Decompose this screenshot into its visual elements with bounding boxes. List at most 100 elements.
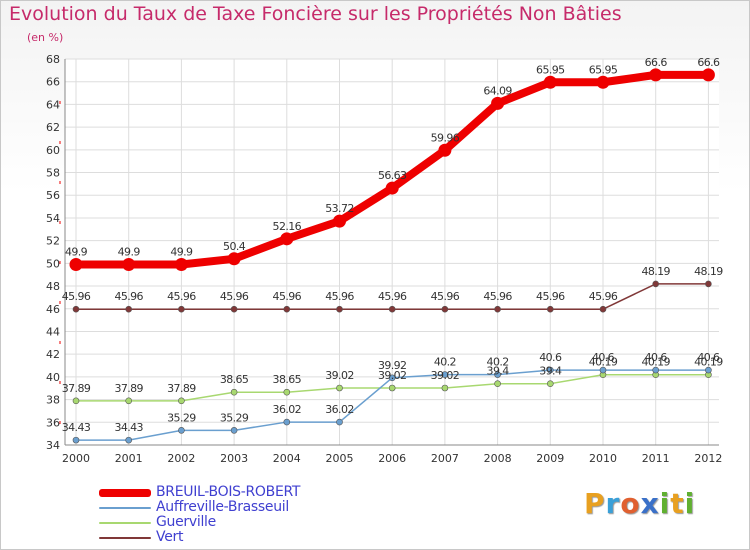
data-point [125, 305, 132, 313]
y-tick-label: 40 [46, 371, 60, 384]
data-point [546, 380, 554, 387]
data-point [441, 371, 449, 378]
data-label: 36.02 [273, 403, 302, 416]
logo-letter: x [640, 487, 660, 520]
data-label: 56.63 [378, 169, 407, 182]
data-label: 40.6 [697, 351, 720, 364]
data-point [122, 257, 136, 271]
logo-letter: o [620, 487, 641, 520]
data-label: 45.96 [167, 290, 196, 303]
x-tick-label: 2007 [431, 452, 459, 465]
data-point [705, 366, 712, 374]
data-point [494, 380, 501, 387]
y-tick-label: 36 [46, 416, 60, 429]
data-label: 59.96 [431, 131, 460, 144]
data-label: 45.96 [483, 290, 512, 303]
data-label: 66.6 [697, 56, 720, 69]
data-point [227, 252, 241, 266]
y-tick-label: 44 [46, 325, 60, 338]
data-label: 45.96 [325, 290, 354, 303]
data-label: 36.02 [325, 403, 354, 416]
data-label: 40.19 [694, 356, 723, 369]
x-tick-label: 2001 [115, 452, 143, 465]
data-point [125, 436, 132, 444]
legend-swatch [99, 489, 151, 497]
data-label: 45.96 [431, 290, 460, 303]
data-point [72, 305, 80, 313]
x-tick-label: 2000 [62, 452, 90, 465]
data-point [596, 75, 610, 89]
data-point [388, 384, 396, 392]
y-tick-label: 56 [46, 189, 60, 202]
x-tick-label: 2004 [273, 452, 301, 465]
data-label: 37.89 [114, 382, 143, 395]
data-label: 35.29 [220, 411, 249, 424]
data-point [599, 305, 607, 313]
y-tick-label: 68 [46, 53, 60, 66]
data-label: 40.19 [589, 356, 618, 369]
data-point [72, 397, 80, 405]
legend-label: Guerville [156, 514, 216, 530]
data-label: 40.2 [487, 356, 509, 369]
data-point [125, 397, 132, 405]
y-tick-label: 62 [46, 121, 60, 134]
data-point [174, 257, 188, 271]
data-point [438, 143, 452, 157]
data-point [494, 371, 501, 378]
chart-title: Evolution du Taux de Taxe Foncière sur l… [9, 3, 622, 25]
legend-swatch [99, 522, 151, 524]
data-label: 39.02 [325, 369, 354, 382]
data-point [543, 75, 557, 89]
x-tick-label: 2003 [220, 452, 248, 465]
data-label: 64.09 [483, 84, 512, 97]
data-point [388, 374, 396, 382]
data-point [230, 305, 238, 313]
legend-label: BREUIL-BOIS-ROBERT [156, 484, 301, 500]
data-label: 65.95 [536, 63, 565, 76]
y-tick-label: 60 [46, 144, 60, 157]
proxiti-logo: Proxiti [584, 487, 695, 520]
legend-label: Auffreville-Brasseuil [156, 499, 289, 515]
data-label: 40.2 [434, 356, 456, 369]
data-point [280, 232, 294, 246]
data-label: 37.89 [167, 382, 196, 395]
data-point [283, 305, 291, 313]
data-label: 45.96 [378, 290, 407, 303]
data-point [283, 388, 291, 396]
data-label: 39.4 [539, 365, 562, 378]
data-label: 40.6 [539, 351, 562, 364]
data-point [336, 418, 343, 426]
data-point [230, 388, 238, 396]
data-label: 45.96 [62, 290, 91, 303]
y-tick-label: 52 [46, 235, 60, 248]
data-label: 39.02 [378, 369, 407, 382]
x-tick-label: 2009 [536, 452, 564, 465]
y-tick-label: 38 [46, 394, 60, 407]
y-tick-label: 50 [46, 257, 60, 270]
data-point [230, 427, 238, 434]
data-point [336, 305, 343, 313]
data-label: 49.9 [170, 245, 193, 258]
data-point [388, 305, 396, 313]
logo-letter: t [670, 487, 685, 520]
data-point [491, 96, 505, 110]
data-label: 39.92 [378, 359, 407, 372]
logo-letter: i [684, 487, 696, 520]
data-point [701, 68, 715, 82]
data-label: 37.89 [62, 382, 91, 395]
data-label: 38.65 [273, 373, 302, 386]
data-point [178, 305, 185, 313]
data-point [599, 366, 607, 374]
data-label: 45.96 [589, 290, 618, 303]
x-tick-label: 2012 [694, 452, 722, 465]
x-tick-label: 2008 [484, 452, 512, 465]
data-point [652, 366, 660, 374]
data-point [441, 384, 449, 392]
data-point [178, 397, 185, 405]
data-point [705, 280, 712, 288]
y-tick-label: 54 [46, 212, 60, 225]
legend-swatch [99, 507, 151, 509]
legend-swatch [99, 537, 151, 539]
data-label: 50.4 [223, 240, 246, 253]
